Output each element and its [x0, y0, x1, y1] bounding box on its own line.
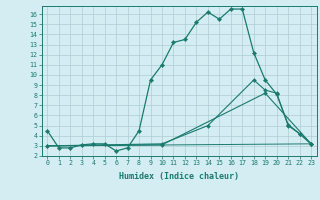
X-axis label: Humidex (Indice chaleur): Humidex (Indice chaleur) [119, 172, 239, 181]
